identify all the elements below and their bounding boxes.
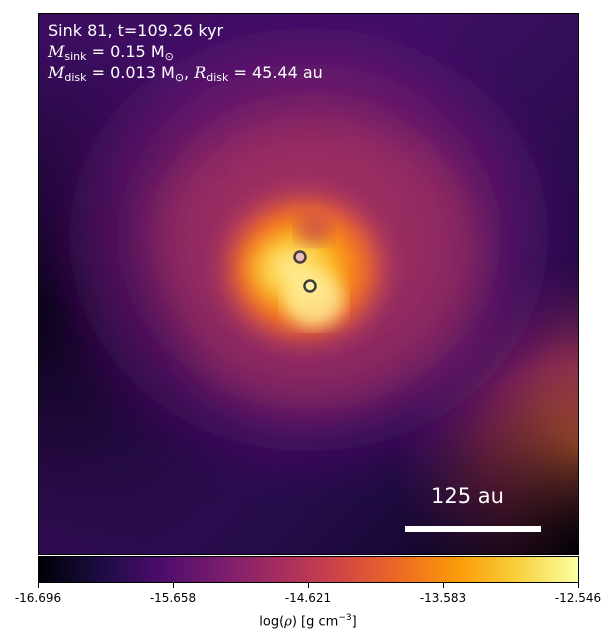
- colorbar-label-exponent: −3: [338, 613, 352, 623]
- colorbar-tick-label: -15.658: [149, 591, 197, 605]
- colorbar-tick-label: -12.546: [554, 591, 602, 605]
- density-map-image: [39, 14, 578, 554]
- colorbar-label-prefix: log(: [259, 614, 285, 630]
- sink-title: Sink 81, t=109.26 kyr: [48, 21, 223, 41]
- disk-radius-symbol: R: [194, 63, 207, 82]
- colorbar-label-unit: ) [g cm: [291, 614, 339, 630]
- sink-mass-subscript: sink: [64, 50, 87, 63]
- colorbar-tick: [578, 583, 579, 588]
- sink-mass-line: Msink = 0.15 M⊙: [48, 42, 174, 62]
- colorbar-axis-label: log(ρ) [g cm−3]: [259, 613, 356, 629]
- density-map: Sink 81, t=109.26 kyr Msink = 0.15 M⊙ Md…: [38, 13, 579, 555]
- disk-line: Mdisk = 0.013 M⊙, Rdisk = 45.44 au: [48, 63, 323, 83]
- sun-symbol: ⊙: [174, 71, 185, 84]
- sink-mass-value: = 0.15 M: [86, 42, 165, 61]
- colorbar-label-suffix: ]: [351, 614, 357, 630]
- colorbar-tick: [173, 583, 174, 588]
- sun-symbol: ⊙: [164, 50, 174, 63]
- colorbar-tick: [38, 583, 39, 588]
- disk-radius-subscript: disk: [206, 71, 229, 84]
- separator: ,: [184, 63, 195, 82]
- sink-secondary-marker: [303, 279, 317, 293]
- scale-bar-label: 125 au: [431, 484, 504, 508]
- sink-line-text: Sink 81, t=109.26 kyr: [48, 21, 224, 40]
- colorbar-label-symbol: ρ: [284, 614, 292, 630]
- scale-bar: [405, 526, 541, 532]
- sink-primary-marker: [293, 250, 307, 264]
- colorbar: [38, 556, 579, 583]
- colorbar-tick-label: -13.583: [419, 591, 467, 605]
- colorbar-tick: [443, 583, 444, 588]
- disk-mass-subscript: disk: [64, 71, 87, 84]
- disk-radius-value: = 45.44 au: [228, 63, 323, 82]
- sink-mass-symbol: M: [48, 42, 65, 61]
- colorbar-tick: [308, 583, 309, 588]
- colorbar-tick-label: -16.696: [14, 591, 62, 605]
- colorbar-tick-label: -14.621: [284, 591, 332, 605]
- disk-mass-symbol: M: [48, 63, 65, 82]
- disk-mass-value: = 0.013 M: [86, 63, 175, 82]
